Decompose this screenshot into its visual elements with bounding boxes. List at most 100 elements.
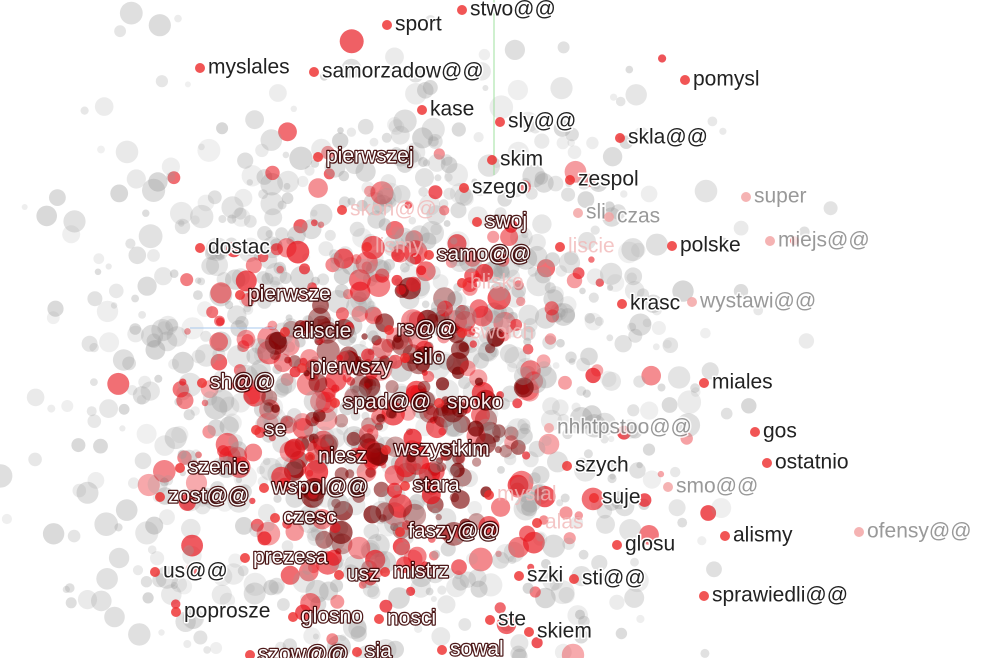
gray-point [568,358,576,365]
word-point [495,117,505,127]
gray-point [97,145,105,154]
gray-point [410,565,432,588]
red-point [391,244,410,263]
gray-point [504,425,514,435]
gray-point [287,226,306,245]
gray-point [565,127,579,142]
word-label: skim [500,148,543,171]
red-point [236,375,254,392]
red-point [572,267,585,280]
word-label: sport [395,13,442,36]
gray-point [541,559,551,569]
gray-point [489,95,514,119]
gray-point [436,351,454,369]
red-point [484,520,500,536]
gray-point [542,335,557,350]
gray-point [549,580,560,591]
gray-point [625,84,647,106]
red-point [513,280,524,291]
word-point [680,75,690,85]
gray-point [87,291,103,307]
gray-point [493,265,510,282]
red-point [475,433,496,455]
gray-point [588,292,599,303]
word-label: nhhtpstoo@@ [557,416,692,439]
gray-point [77,590,98,610]
red-point [350,359,368,377]
word-label: us@@ [163,560,228,583]
gray-point [577,176,591,190]
gray-point [404,149,419,164]
red-point [276,265,285,274]
red-point [457,304,466,313]
red-point [657,470,665,478]
red-point [317,221,325,228]
gray-point [552,362,560,369]
word-label: miejs@@ [778,229,870,252]
gray-point [320,72,329,81]
word-label: wspol@@ [271,476,368,499]
red-point [617,425,631,440]
gray-point [223,413,242,432]
gray-point [534,173,554,193]
word-label: zost@@ [168,485,249,508]
red-point [235,270,257,292]
gray-point [243,304,252,313]
gray-point [531,466,550,484]
word-label: polske [680,234,741,257]
gray-point [197,487,215,505]
red-point [371,335,382,346]
gray-point [571,402,581,412]
red-point [308,433,319,444]
gray-point [99,399,118,418]
gray-point [604,201,615,212]
word-label: zespol [578,168,639,191]
gray-point [517,418,531,432]
gray-point [570,516,584,529]
red-point [293,413,312,431]
gray-point [823,201,838,216]
red-point [396,446,405,455]
gray-point [197,194,215,212]
gray-point [303,390,326,413]
gray-point [42,523,65,545]
gray-point [497,192,512,207]
red-point [361,261,372,272]
gray-point [147,474,168,495]
gray-point [451,122,466,137]
gray-point [355,161,376,182]
gray-point [210,642,223,654]
word-label: miales [712,371,773,394]
red-point [391,334,413,356]
gray-point [466,552,478,565]
gray-point [336,326,357,347]
gray-point [380,174,397,190]
word-label: stwo@@ [470,0,556,21]
red-point [473,273,482,282]
red-point [372,338,393,359]
gray-point [250,287,260,297]
gray-point [326,634,351,658]
gray-point [193,290,203,300]
gray-point [504,284,512,291]
gray-point [71,438,86,453]
red-point [364,572,377,586]
gray-point [554,643,572,658]
gray-point [677,390,702,415]
red-point [369,398,382,410]
gray-point [265,552,276,564]
gray-point [408,216,417,225]
gray-point [535,532,545,542]
gray-point [355,645,379,658]
gray-point [512,253,527,268]
gray-point [182,607,205,629]
gray-point [526,272,551,297]
word-point [424,250,434,260]
gray-point [415,168,434,188]
red-point [452,451,465,465]
gray-point [227,489,251,513]
gray-point [578,549,589,560]
gray-point [318,492,333,508]
red-point [639,525,659,545]
